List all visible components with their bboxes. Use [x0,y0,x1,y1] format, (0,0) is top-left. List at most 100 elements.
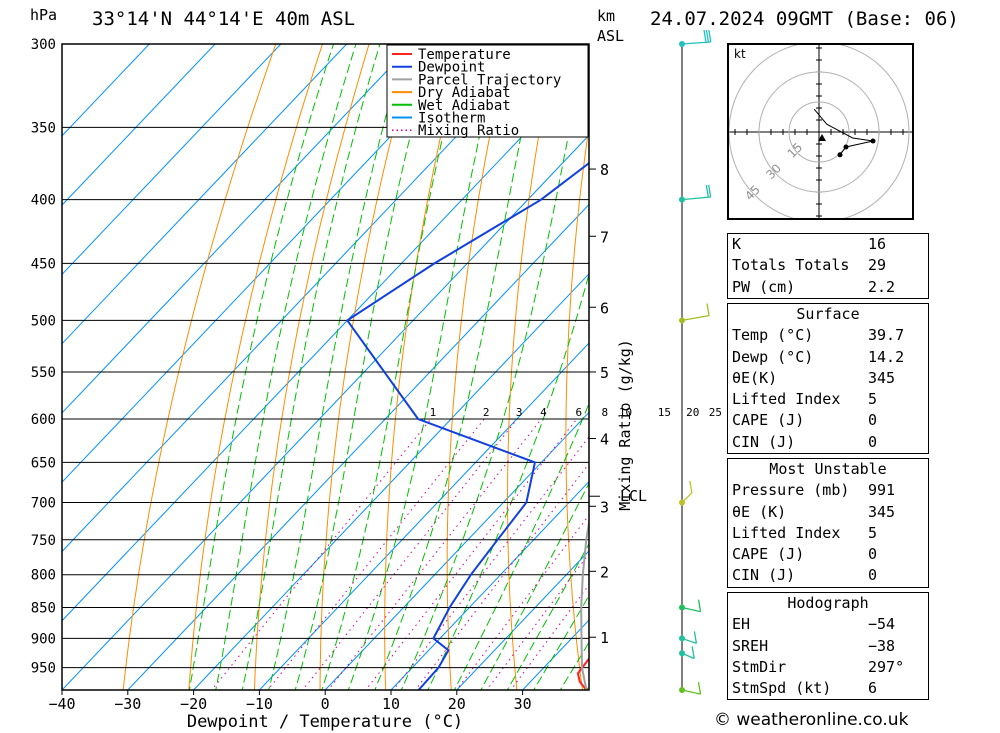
mixing-ratio-label: 15 [658,406,671,419]
parcel-trajectory-profile [580,516,589,690]
index-label: StmDir [732,657,787,676]
wind-barb-shaft [681,41,711,45]
wind-barb-shaft [681,637,697,644]
index-row: CAPE (J) 0 [728,410,928,431]
x-axis-label: Dewpoint / Temperature (°C) [187,712,463,732]
index-row: Totals Totals 29 [728,255,928,276]
dry-adiabat-line [253,44,370,690]
hodograph-unit: kt [734,47,746,61]
dry-adiabat-line [929,26,1000,696]
index-value: 297° [868,657,905,676]
pressure-tick-label: 300 [31,37,56,53]
index-row: EH −54 [728,614,928,635]
wet-adiabat-line [321,44,466,690]
wet-adiabat-line [241,44,381,690]
index-row: CIN (J) 0 [728,565,928,586]
temperature-tick-label: −30 [114,695,141,713]
mixing-ratio-line [414,462,589,690]
isotherm-line [62,44,413,414]
pressure-tick-label: 700 [31,495,56,511]
pressure-tick-label: 600 [31,412,56,428]
wet-adiabat-line [188,44,335,690]
index-value: 0 [868,566,878,585]
wind-barb-flag [697,682,702,695]
mixing-ratio-label: 10 [619,406,632,419]
temperature-tick-label: 20 [448,695,466,713]
index-label: SREH [732,636,769,655]
legend-box [386,44,589,138]
index-label: Lifted Index [732,390,841,409]
legend-entry-label: Wet Adiabat [418,98,511,114]
isotherm-line [62,134,589,690]
wind-barb-shaft [681,315,710,322]
index-label: CAPE (J) [732,545,805,564]
legend-entry-label: Temperature [418,47,511,63]
wind-barb-flag [708,29,712,43]
mixing-ratio-label: 3 [516,406,523,419]
temperature-profile [576,657,589,690]
hodograph-point [837,152,843,158]
index-value: 29 [868,256,887,275]
valid-datetime: 24.07.2024 09GMT (Base: 06) [650,8,959,30]
pressure-tick-label: 950 [31,661,56,677]
index-label: θE (K) [732,502,787,521]
index-value: 6 [868,679,878,698]
wind-barb-shaft [681,492,693,503]
index-label: EH [732,615,751,634]
wet-adiabat-line [400,44,588,690]
hodograph-panel: 15 30 45 kt [727,41,914,223]
isotherm-line [62,44,479,483]
km-tick-label: 1 [600,629,609,647]
index-row: Temp (°C) 39.7 [728,325,928,346]
wind-barb-shaft [681,689,701,695]
index-value: −54 [868,615,896,634]
index-value: 0 [868,411,878,430]
index-label: CAPE (J) [732,411,805,430]
index-row: StmDir 297° [728,657,928,678]
wet-adiabat-line [347,44,501,690]
dry-adiabat-line [975,26,1000,696]
index-value: 16 [868,235,887,253]
hodograph-point [843,144,849,150]
wet-adiabat-line [533,594,589,690]
index-label: K [732,235,742,253]
index-label: PW (cm) [732,277,796,296]
isotherm-line [324,411,589,690]
km-tick-label: 5 [600,364,609,382]
dry-adiabat-line [384,44,463,690]
pressure-tick-label: 750 [31,533,56,549]
index-row: Dewp (°C) 14.2 [728,347,928,368]
index-row: Lifted Index 5 [728,523,928,544]
index-value: 991 [868,481,896,500]
isotherm-line [62,44,545,553]
wind-barb-flag [691,646,695,659]
wind-barb-shaft [681,196,711,201]
wind-barb-shaft [681,606,701,613]
wind-barb-flag [706,303,710,316]
isotherm-line [259,342,589,690]
isotherm-line [62,44,282,276]
index-value: −38 [868,636,896,655]
index-label: Pressure (mb) [732,481,850,500]
km-tick-label: 2 [600,563,609,581]
wind-barb-flag [693,631,698,644]
legend-entry-label: Isotherm [418,111,485,127]
pressure-tick-label: 850 [31,601,56,617]
dry-adiabat-line [122,44,277,690]
mixing-ratio-line [392,435,589,690]
dry-adiabat-line [446,44,510,690]
hodograph-point [870,138,876,144]
wet-adiabat-line [294,44,435,690]
temperature-tick-label: 10 [382,695,400,713]
pressure-tick-label: 550 [31,365,56,381]
pressure-unit-label: hPa [30,6,58,24]
index-label: CIN (J) [732,432,796,451]
index-row: SREH −38 [728,636,928,657]
km-tick-label: 8 [600,161,609,179]
temperature-tick-label: −10 [246,695,273,713]
km-tick-label: 4 [600,431,609,449]
index-label: CIN (J) [732,566,796,585]
hodograph-ring [788,101,850,163]
pressure-tick-label: 650 [31,455,56,471]
